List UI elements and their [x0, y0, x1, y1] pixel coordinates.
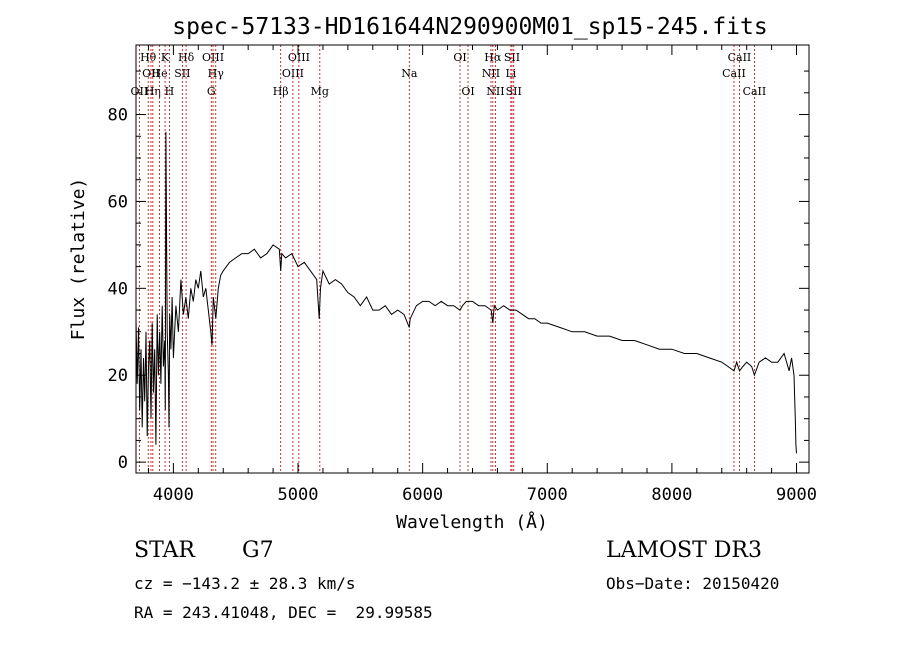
x-tick-label-6000: 6000: [402, 485, 443, 505]
line-label-7: Hδ: [178, 51, 195, 64]
x-tick-label-7000: 7000: [527, 485, 568, 505]
line-label-6: H: [165, 85, 175, 98]
y-axis: 0 20 40 60 80: [108, 70, 809, 473]
subclass: G7: [242, 538, 274, 563]
line-label-20: NII: [482, 67, 500, 80]
line-label-16: Na: [401, 67, 418, 80]
obs-date: Obs−Date: 20150420: [606, 574, 780, 593]
line-label-10: Hγ: [208, 67, 225, 80]
x-tick-label-8000: 8000: [651, 485, 692, 505]
line-label-15: Mg: [311, 85, 329, 98]
line-label-4: He: [152, 67, 168, 80]
line-label-21: NII: [486, 85, 504, 98]
y-tick-label-20: 20: [108, 366, 128, 386]
spectrum-line: [135, 131, 797, 454]
y-tick-label-0: 0: [118, 453, 128, 473]
line-label-17: OI: [453, 51, 466, 64]
coordinates: RA = 243.41048, DEC = 29.99585: [134, 603, 433, 622]
line-label-11: G: [207, 85, 216, 98]
line-label-25: CaII: [728, 51, 752, 64]
x-axis: 4000 5000 6000 7000 8000 9000: [147, 45, 817, 505]
line-label-14: OIII: [282, 67, 304, 80]
y-tick-label-40: 40: [108, 279, 128, 299]
line-label-23: Li: [505, 67, 516, 80]
object-class: STAR: [134, 538, 195, 563]
line-label-22: SII: [504, 51, 520, 64]
x-tick-label-9000: 9000: [776, 485, 817, 505]
line-label-0: OII: [131, 85, 149, 98]
x-axis-label: Wavelength (Å): [396, 511, 548, 533]
line-label-2: OII: [142, 67, 160, 80]
chart-title: spec-57133-HD161644N290900M01_sp15-245.f…: [172, 14, 767, 40]
line-label-26: CaII: [722, 67, 746, 80]
line-label-3: Hη: [145, 85, 161, 98]
line-label-18: OI: [461, 85, 474, 98]
line-label-1: Hθ: [140, 51, 157, 64]
line-label-8: SII: [174, 67, 190, 80]
x-tick-label-5000: 5000: [278, 485, 319, 505]
line-label-19: Hα: [484, 51, 502, 64]
plot-frame: [135, 44, 810, 474]
line-label-9: OIII: [202, 51, 224, 64]
y-tick-label-60: 60: [108, 192, 128, 212]
x-tick-label-4000: 4000: [153, 485, 194, 505]
line-label-5: K: [161, 51, 170, 64]
line-label-13: OIII: [288, 51, 310, 64]
redshift-info: cz = −143.2 ± 28.3 km/s: [134, 574, 356, 593]
line-label-27: CaII: [743, 85, 767, 98]
spectrum-series: [135, 131, 797, 454]
y-axis-label: Flux (relative): [68, 178, 89, 341]
line-label-24: SII: [506, 85, 522, 98]
y-tick-label-80: 80: [108, 106, 128, 126]
line-label-12: Hβ: [273, 85, 289, 98]
survey-name: LAMOST DR3: [606, 538, 762, 563]
